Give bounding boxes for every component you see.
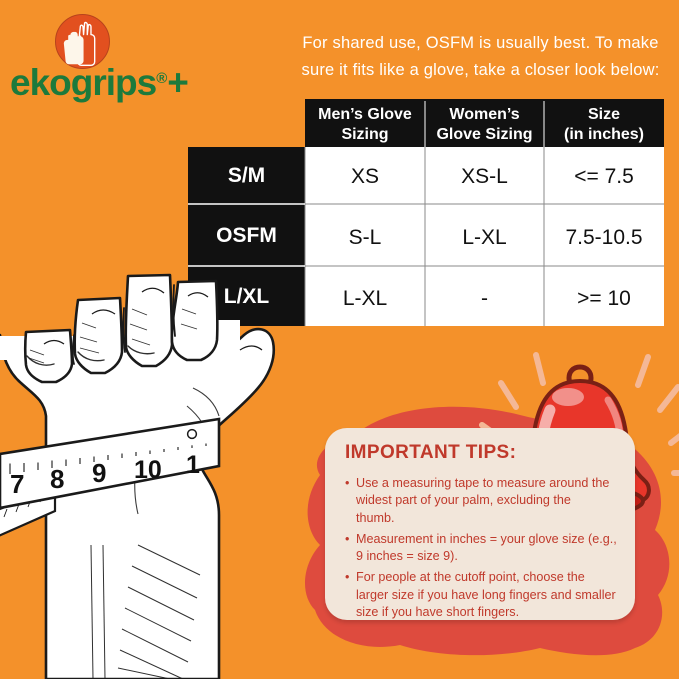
svg-text:9: 9 (92, 458, 106, 488)
svg-text:8: 8 (50, 464, 64, 494)
svg-text:7: 7 (10, 469, 24, 499)
svg-text:1: 1 (186, 451, 200, 479)
svg-text:10: 10 (134, 456, 162, 484)
